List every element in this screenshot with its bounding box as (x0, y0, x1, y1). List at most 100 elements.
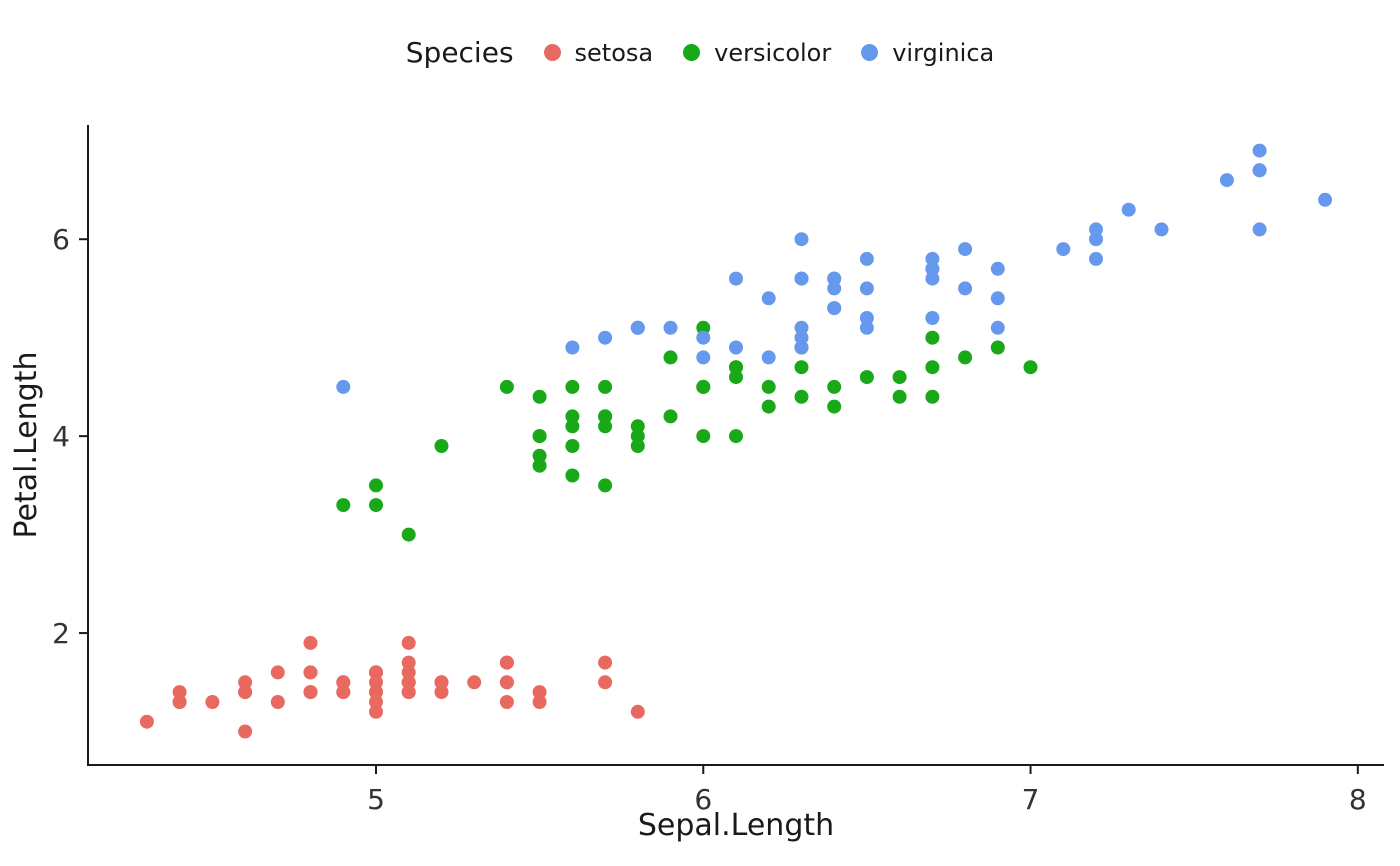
data-point-versicolor (925, 389, 940, 404)
data-point-setosa (336, 685, 351, 700)
data-point-virginica (990, 320, 1005, 335)
x-tick-label: 6 (694, 783, 712, 816)
data-point-virginica (925, 261, 940, 276)
data-point-setosa (303, 635, 318, 650)
x-tick-label: 8 (1349, 783, 1367, 816)
data-point-virginica (925, 311, 940, 325)
data-point-setosa (467, 675, 482, 690)
data-point-virginica (859, 320, 874, 335)
setosa-swatch-icon (543, 44, 561, 61)
data-point-versicolor (892, 370, 907, 385)
plot-marks: 5 6 7 8 2 4 6 (52, 125, 1384, 816)
data-point-virginica (630, 320, 645, 335)
data-point-setosa (401, 665, 416, 680)
data-point-virginica (1252, 143, 1267, 158)
data-point-setosa (270, 665, 285, 680)
data-point-versicolor (729, 370, 743, 385)
data-point-versicolor (369, 498, 383, 513)
y-tick-label: 4 (52, 420, 70, 453)
data-point-versicolor (892, 389, 907, 404)
data-point-versicolor (630, 419, 645, 434)
data-point-setosa (336, 675, 351, 690)
data-point-versicolor (663, 409, 678, 424)
data-point-virginica (794, 340, 809, 355)
data-point-virginica (663, 320, 678, 335)
data-point-setosa (401, 635, 416, 650)
data-point-versicolor (696, 429, 711, 444)
data-point-virginica (1121, 202, 1136, 217)
data-point-virginica (859, 281, 874, 296)
data-point-virginica (1252, 163, 1267, 178)
data-point-setosa (369, 685, 383, 700)
data-point-setosa (238, 675, 253, 690)
data-point-virginica (761, 291, 776, 306)
data-point-setosa (434, 685, 449, 700)
plot-area: 5 6 7 8 2 4 6 Sepal.Length Petal.Length (9, 125, 1384, 843)
data-point-virginica (859, 311, 874, 325)
data-point-virginica (1089, 232, 1103, 247)
legend-label-setosa: setosa (574, 38, 654, 67)
y-tick-label: 2 (52, 617, 70, 650)
data-point-virginica (729, 271, 743, 286)
data-point-virginica (336, 379, 351, 394)
data-point-setosa (270, 695, 285, 709)
versicolor-swatch-icon (683, 44, 701, 61)
data-point-setosa (499, 695, 514, 709)
data-point-versicolor (369, 478, 383, 493)
data-point-versicolor (827, 399, 842, 414)
legend-label-versicolor: versicolor (714, 38, 832, 67)
data-point-versicolor (761, 379, 776, 394)
data-point-versicolor (827, 379, 842, 394)
data-point-versicolor (1023, 360, 1038, 375)
x-tick-label: 5 (367, 783, 385, 816)
data-point-setosa (499, 675, 514, 690)
data-point-versicolor (336, 498, 351, 513)
data-point-versicolor (565, 409, 580, 424)
legend-item-versicolor: versicolor (683, 39, 831, 67)
data-point-versicolor (532, 448, 547, 463)
data-point-virginica (1089, 222, 1103, 237)
data-point-versicolor (401, 527, 416, 542)
y-tick-label: 6 (52, 223, 70, 256)
data-point-virginica (598, 330, 613, 345)
data-point-versicolor (859, 370, 874, 385)
data-point-setosa (238, 724, 253, 739)
data-point-virginica (794, 232, 809, 247)
data-point-virginica (761, 350, 776, 365)
data-point-virginica (1056, 242, 1071, 257)
data-point-virginica (958, 281, 973, 296)
data-point-versicolor (794, 360, 809, 375)
data-point-setosa (303, 685, 318, 700)
data-point-setosa (598, 675, 613, 690)
data-point-virginica (990, 261, 1005, 276)
data-point-versicolor (663, 350, 678, 365)
data-point-versicolor (532, 429, 547, 444)
data-point-setosa (172, 685, 187, 700)
data-point-virginica (696, 350, 711, 365)
data-point-versicolor (434, 439, 449, 453)
data-point-setosa (532, 695, 547, 709)
data-point-versicolor (794, 389, 809, 404)
data-point-setosa (369, 704, 383, 719)
legend-item-virginica: virginica (861, 39, 994, 67)
legend-title: Species (405, 36, 514, 69)
data-point-virginica (1219, 173, 1234, 188)
data-point-versicolor (532, 389, 547, 404)
data-point-virginica (925, 251, 940, 266)
data-point-setosa (401, 655, 416, 670)
data-point-versicolor (630, 439, 645, 453)
data-point-versicolor (630, 429, 645, 444)
legend-label-virginica: virginica (892, 38, 995, 67)
data-point-versicolor (696, 379, 711, 394)
data-point-versicolor (761, 399, 776, 414)
data-point-setosa (205, 695, 220, 709)
data-point-setosa (630, 704, 645, 719)
data-point-virginica (696, 330, 711, 345)
data-point-virginica (794, 320, 809, 335)
data-point-virginica (794, 330, 809, 345)
legend: Species setosa versicolor virginica (0, 0, 1400, 95)
data-point-setosa (369, 695, 383, 709)
data-point-setosa (369, 665, 383, 680)
data-point-virginica (1089, 251, 1103, 266)
data-point-versicolor (532, 458, 547, 473)
